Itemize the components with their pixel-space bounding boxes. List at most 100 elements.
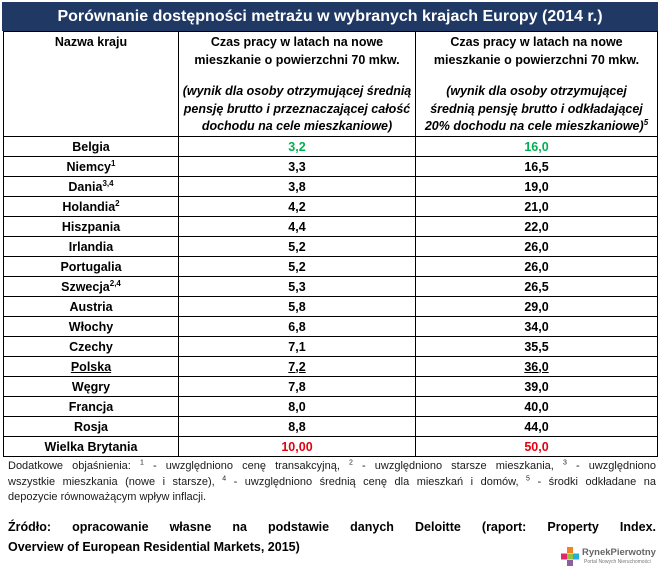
country-cell: Rosja xyxy=(3,416,179,437)
years-20pct-income-cell: 21,0 xyxy=(415,196,658,217)
country-name: Niemcy xyxy=(66,159,112,174)
years-20pct-income-cell: 35,5 xyxy=(415,336,658,357)
table-header: Nazwa kraju Czas pracy w latach na nowe mi… xyxy=(3,31,658,137)
country-name: Irlandia xyxy=(68,239,114,254)
years-20pct-income-cell: 26,0 xyxy=(415,236,658,257)
country-name: Wielka Brytania xyxy=(44,439,138,454)
column-header-note-text: średnią pensję brutto i odkładającej xyxy=(430,101,643,116)
table-row: Czechy 7,1 35,5 xyxy=(3,336,658,357)
footnote-mark: 5 xyxy=(526,474,530,482)
table-row: Włochy 6,8 34,0 xyxy=(3,316,658,337)
footnote-text: - środki odkładane na xyxy=(529,475,656,488)
table-header-row: Nazwa kraju Czas pracy w latach na nowe mi… xyxy=(3,31,658,137)
column-header-title-line: mieszkanie o powierzchni 70 mkw. xyxy=(194,52,400,67)
column-header-title-line: Czas pracy w latach na nowe xyxy=(450,35,623,49)
footnote-text: - uwzględniono starsze mieszkania, xyxy=(352,460,563,472)
country-name: Czechy xyxy=(69,339,113,354)
country-name: Francja xyxy=(68,399,114,414)
comparison-table: Nazwa kraju Czas pracy w latach na nowe mi… xyxy=(3,31,658,457)
country-cell: Belgia xyxy=(3,136,179,157)
years-full-income-cell: 8,8 xyxy=(178,416,416,437)
years-20pct-income-cell: 36,0 xyxy=(415,356,658,377)
country-cell: Włochy xyxy=(3,316,179,337)
footnote: Dodatkowe objaśnienia: 1 - uwzględniono … xyxy=(8,459,656,506)
column-header-note-text: 20% dochodu na cele mieszkaniowe) xyxy=(424,119,644,133)
years-20pct-income-cell: 34,0 xyxy=(415,316,658,337)
years-20pct-income-cell: 16,0 xyxy=(415,136,658,157)
country-name: Polska xyxy=(70,359,112,374)
table-row: Polska 7,2 36,0 xyxy=(3,356,658,377)
logo-name: RynekPierwotny xyxy=(582,547,656,558)
column-header-note-text: pensję brutto i przeznaczającej całość xyxy=(183,101,411,116)
footnote-text: - uwzględniono cenę transakcyjną, xyxy=(143,460,350,472)
country-cell: Niemcy1 xyxy=(3,156,179,177)
years-20pct-income-cell: 40,0 xyxy=(415,396,658,417)
column-header-title-line: Nazwa kraju xyxy=(54,35,128,49)
table-row: Francja 8,0 40,0 xyxy=(3,396,658,417)
country-name: Włochy xyxy=(68,319,114,334)
column-header: Czas pracy w latach na nowe mieszkanie o … xyxy=(415,31,658,137)
source-note: Źródło: opracowanie własne na podstawie … xyxy=(8,517,656,557)
years-full-income-cell: 5,3 xyxy=(178,276,416,297)
column-header-note-text: dochodu na cele mieszkaniowe) xyxy=(201,119,393,133)
table-body: Belgia 3,2 16,0 Niemcy1 3,3 16,5 Dania3,4 3,8 19… xyxy=(3,136,658,457)
years-full-income-cell: 10,00 xyxy=(178,436,416,457)
column-header-note-line: (wynik dla osoby otrzymującej xyxy=(416,83,657,101)
years-full-income-cell: 5,2 xyxy=(178,256,416,277)
years-full-income-cell: 7,2 xyxy=(178,356,416,377)
years-full-income-cell: 5,2 xyxy=(178,236,416,257)
column-header-title-line: mieszkanie o powierzchni 70 mkw. xyxy=(433,52,640,67)
years-full-income-cell: 7,1 xyxy=(178,336,416,357)
chart-title: Porównanie dostępności metrażu w wybrany… xyxy=(57,8,603,25)
country-name: Węgry xyxy=(71,379,111,394)
footnote-mark: 2 xyxy=(115,198,120,208)
rynekpierwotny-logo-icon xyxy=(561,547,579,566)
logo-tagline: Portal Nowych Nieruchomości xyxy=(584,559,651,565)
column-header-note-line: 20% dochodu na cele mieszkaniowe)5 xyxy=(416,118,657,136)
column-header-note-line: (wynik dla osoby otrzymującej średnią xyxy=(179,83,415,101)
years-20pct-income-cell: 19,0 xyxy=(415,176,658,197)
column-header: Nazwa kraju xyxy=(3,31,179,137)
column-header-title: Czas pracy w latach na nowe mieszkanie o … xyxy=(416,34,657,69)
country-cell: Polska xyxy=(3,356,179,377)
footnote-line: depozycie równoważącym wpływ inflacji. xyxy=(8,490,656,506)
country-name: Hiszpania xyxy=(61,219,121,234)
footnote-mark: 2,4 xyxy=(109,278,121,288)
logo: RynekPierwotny Portal Nowych Nieruchomoś… xyxy=(560,544,658,570)
years-full-income-cell: 5,8 xyxy=(178,296,416,317)
footnote-mark: 1 xyxy=(139,459,144,467)
source-line: Overview of European Residential Markets… xyxy=(8,540,300,554)
years-20pct-income-cell: 16,5 xyxy=(415,156,658,177)
footnote-line: Dodatkowe objaśnienia: 1 - uwzględniono … xyxy=(8,459,656,475)
column-header-title: Czas pracy w latach na nowe mieszkanie o … xyxy=(179,34,415,69)
country-name: Dania xyxy=(68,179,103,194)
title-bar: Porównanie dostępności metrażu w wybrany… xyxy=(2,2,658,31)
footnote-mark: 3,4 xyxy=(102,178,114,188)
country-cell: Holandia2 xyxy=(3,196,179,217)
footnote-text: wszystkie mieszkania (nowe i starsze), xyxy=(8,475,223,488)
years-full-income-cell: 8,0 xyxy=(178,396,416,417)
column-header: Czas pracy w latach na nowe mieszkanie o … xyxy=(178,31,416,137)
years-full-income-cell: 7,8 xyxy=(178,376,416,397)
table-row: Dania3,4 3,8 19,0 xyxy=(3,176,658,197)
years-20pct-income-cell: 26,5 xyxy=(415,276,658,297)
column-header-title-line: Czas pracy w latach na nowe xyxy=(210,35,384,49)
years-20pct-income-cell: 22,0 xyxy=(415,216,658,237)
years-full-income-cell: 4,4 xyxy=(178,216,416,237)
table-row: Holandia2 4,2 21,0 xyxy=(3,196,658,217)
country-name: Szwecja xyxy=(61,279,110,294)
footnote-line: wszystkie mieszkania (nowe i starsze), 4… xyxy=(8,475,656,491)
column-header-note-text: (wynik dla osoby otrzymującej średnią xyxy=(182,84,412,98)
footnote-mark: 3 xyxy=(562,459,567,467)
table-row: Austria 5,8 29,0 xyxy=(3,296,658,317)
country-cell: Francja xyxy=(3,396,179,417)
column-header-title: Nazwa kraju xyxy=(4,34,178,52)
table-row: Portugalia 5,2 26,0 xyxy=(3,256,658,277)
country-cell: Irlandia xyxy=(3,236,179,257)
table-row: Irlandia 5,2 26,0 xyxy=(3,236,658,257)
country-name: Belgia xyxy=(72,139,110,154)
column-header-note-line: średnią pensję brutto i odkładającej xyxy=(416,101,657,119)
column-header-note-line: dochodu na cele mieszkaniowe) xyxy=(179,118,415,136)
table-row: Niemcy1 3,3 16,5 xyxy=(3,156,658,177)
years-full-income-cell: 6,8 xyxy=(178,316,416,337)
